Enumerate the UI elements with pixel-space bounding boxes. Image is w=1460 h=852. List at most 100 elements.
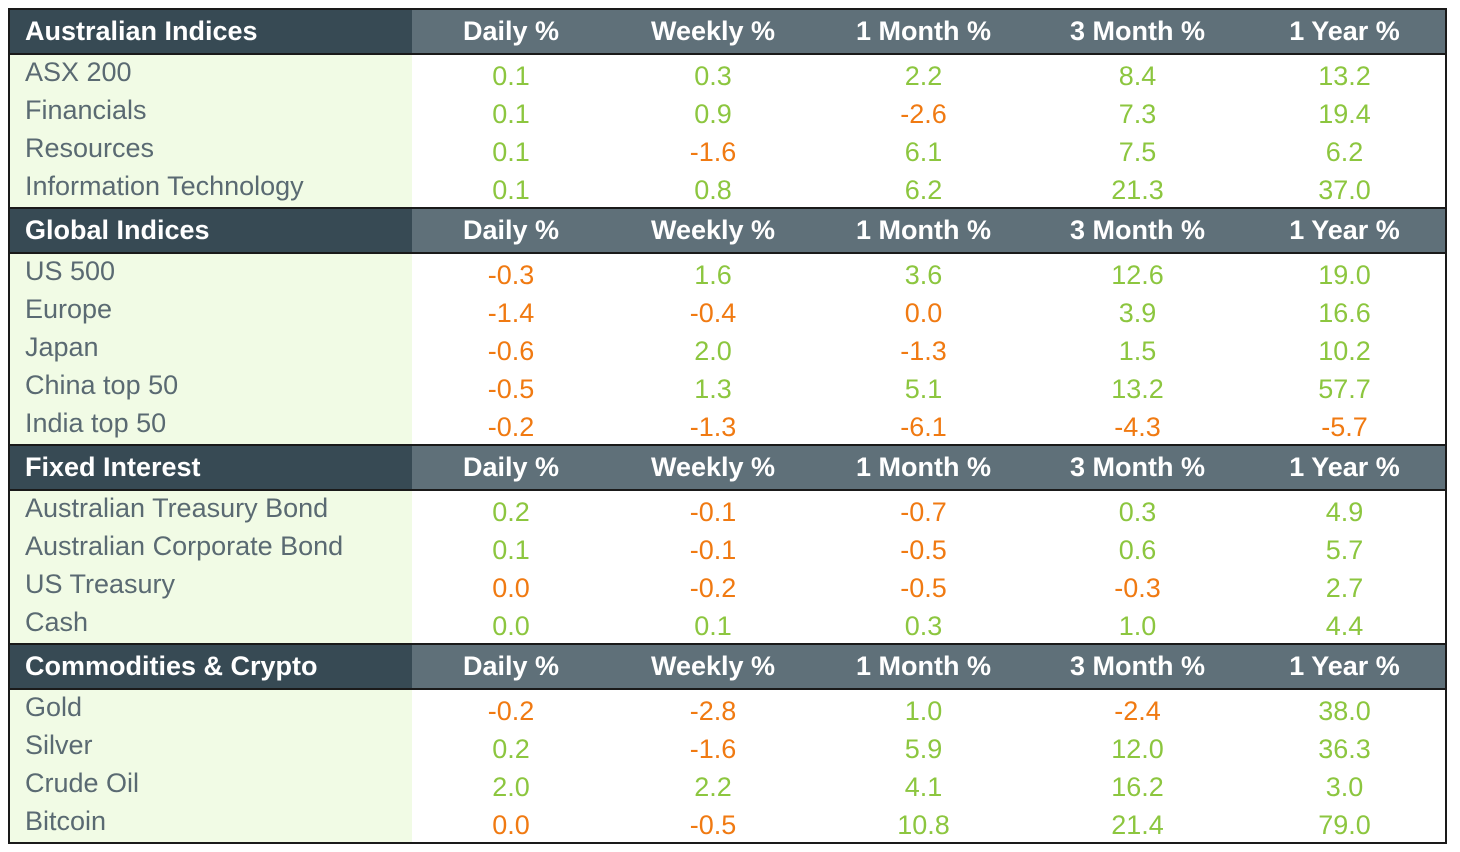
section-header: Global Indices Daily % Weekly % 1 Month % 3 … [10,209,1445,254]
table-row: Europe -1.4 -0.4 0.0 3.9 16.6 [10,292,1445,330]
table-row: Information Technology 0.1 0.8 6.2 21.3 37.0 [10,169,1445,207]
value-cell: -0.6 [487,336,535,366]
section-australian-indices: Australian Indices Daily % Weekly % 1 Month… [10,10,1445,209]
value-cell: 7.5 [1118,137,1157,167]
table-row: Japan -0.6 2.0 -1.3 1.5 10.2 [10,330,1445,368]
section-header: Commodities & Crypto Daily % Weekly % 1 Mon… [10,645,1445,690]
value-cell: 0.0 [492,810,530,840]
value-cell: 0.1 [492,61,530,91]
table-row: US 500 -0.3 1.6 3.6 12.6 19.0 [10,254,1445,292]
value-cell: 2.0 [694,336,732,366]
section-title: Fixed Interest [10,446,412,489]
value-cell: 1.0 [904,696,943,726]
row-label: Japan [10,330,412,368]
table-row: ASX 200 0.1 0.3 2.2 8.4 13.2 [10,55,1445,93]
value-cell: 0.2 [492,497,530,527]
value-cell: 13.2 [1318,61,1371,91]
value-cell: 8.4 [1118,61,1157,91]
value-cell: 1.6 [694,260,732,290]
value-cell: -0.5 [689,810,737,840]
value-cell: 1.0 [1118,611,1157,641]
column-header: 1 Month % [856,16,991,46]
value-cell: -5.7 [1321,412,1368,442]
value-cell: 2.2 [694,772,732,802]
value-cell: -1.6 [689,137,737,167]
row-label: Europe [10,292,412,330]
column-header: Weekly % [650,452,776,482]
value-cell: -1.3 [900,336,947,366]
value-cell: 3.6 [904,260,943,290]
value-cell: -0.7 [900,497,947,527]
value-cell: 12.0 [1111,734,1164,764]
value-cell: -0.5 [900,573,947,603]
value-cell: -2.8 [689,696,737,726]
section-title: Global Indices [10,209,412,252]
value-cell: 36.3 [1318,734,1371,764]
market-performance-table: Australian Indices Daily % Weekly % 1 Month… [8,8,1447,844]
value-cell: -2.6 [900,99,947,129]
value-cell: 12.6 [1111,260,1164,290]
row-label: ASX 200 [10,55,412,93]
column-header: 1 Year % [1289,651,1400,681]
value-cell: 2.7 [1325,573,1364,603]
column-header: 3 Month % [1070,452,1205,482]
value-cell: -1.6 [689,734,737,764]
value-cell: 10.8 [897,810,950,840]
row-label: Australian Treasury Bond [10,491,412,529]
column-header: 1 Year % [1289,16,1400,46]
value-cell: 6.2 [1325,137,1364,167]
value-cell: 4.4 [1325,611,1364,641]
value-cell: 4.9 [1325,497,1364,527]
row-label: Resources [10,131,412,169]
value-cell: 37.0 [1318,175,1371,205]
table-row: Silver 0.2 -1.6 5.9 12.0 36.3 [10,728,1445,766]
value-cell: 5.9 [904,734,943,764]
column-header: Weekly % [650,651,776,681]
table-row: Resources 0.1 -1.6 6.1 7.5 6.2 [10,131,1445,169]
table-row: India top 50 -0.2 -1.3 -6.1 -4.3 -5.7 [10,406,1445,444]
value-cell: 0.3 [904,611,943,641]
column-header: 1 Year % [1289,215,1400,245]
value-cell: -0.3 [487,260,535,290]
value-cell: 2.2 [904,61,943,91]
row-label: Information Technology [10,169,412,207]
row-label: India top 50 [10,406,412,444]
value-cell: 16.2 [1111,772,1164,802]
column-header: 3 Month % [1070,215,1205,245]
value-cell: -0.1 [689,535,737,565]
column-header: 3 Month % [1070,651,1205,681]
value-cell: 21.3 [1111,175,1164,205]
table-row: Cash 0.0 0.1 0.3 1.0 4.4 [10,605,1445,643]
row-label: US 500 [10,254,412,292]
value-cell: 1.5 [1118,336,1157,366]
value-cell: -1.3 [689,412,737,442]
column-header: 1 Month % [856,452,991,482]
value-cell: -0.3 [1114,573,1161,603]
value-cell: -0.4 [689,298,737,328]
value-cell: 5.1 [904,374,943,404]
value-cell: 0.1 [694,611,732,641]
value-cell: -6.1 [900,412,947,442]
table-row: Gold -0.2 -2.8 1.0 -2.4 38.0 [10,690,1445,728]
value-cell: 38.0 [1318,696,1371,726]
column-header: Weekly % [650,16,776,46]
section-global-indices: Global Indices Daily % Weekly % 1 Month % 3 … [10,209,1445,446]
value-cell: 0.1 [492,137,530,167]
table-row: Crude Oil 2.0 2.2 4.1 16.2 3.0 [10,766,1445,804]
value-cell: 0.0 [904,298,943,328]
column-header: Daily % [462,452,560,482]
value-cell: 6.2 [904,175,943,205]
value-cell: 6.1 [904,137,943,167]
section-header: Australian Indices Daily % Weekly % 1 Month… [10,10,1445,55]
value-cell: -0.5 [487,374,535,404]
column-header: 1 Year % [1289,452,1400,482]
value-cell: 7.3 [1118,99,1157,129]
value-cell: 0.0 [492,611,530,641]
row-label: Gold [10,690,412,728]
value-cell: 0.1 [492,99,530,129]
table-row: Financials 0.1 0.9 -2.6 7.3 19.4 [10,93,1445,131]
value-cell: 0.0 [492,573,530,603]
value-cell: -2.4 [1114,696,1161,726]
value-cell: 0.9 [694,99,732,129]
value-cell: 3.9 [1118,298,1157,328]
